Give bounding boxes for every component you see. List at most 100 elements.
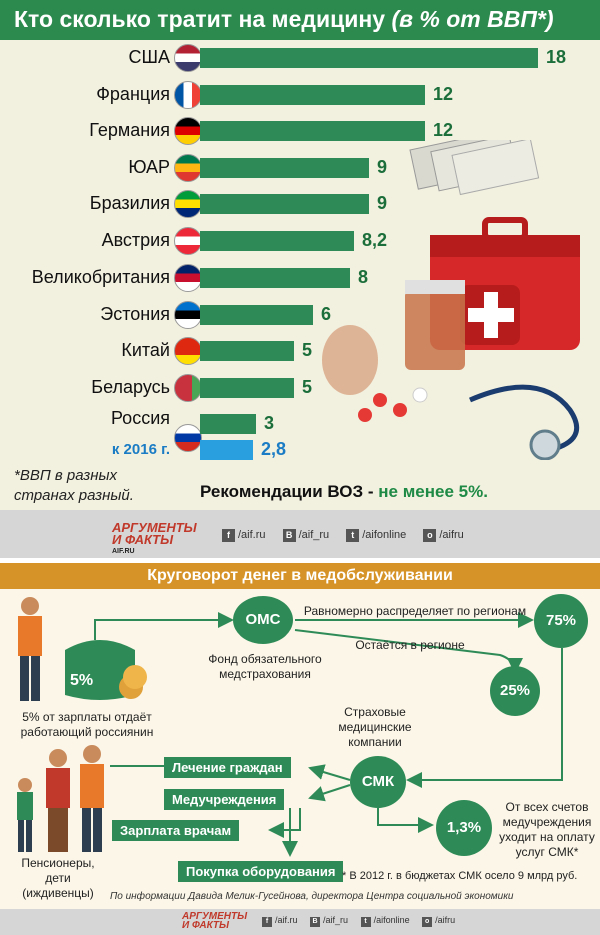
country-label: Германия (89, 120, 170, 140)
country-label: Россия (110, 408, 170, 428)
note-line-1: *ВВП в разных (14, 467, 118, 484)
salaries-box: Зарплата врачам (112, 820, 240, 841)
worker-text: 5% от зарплаты отдаёт работающий россиян… (20, 710, 154, 739)
who-prefix: Рекомендации ВОЗ - (200, 482, 379, 501)
family-figures-icon (17, 745, 104, 852)
gdp-note: *ВВП в разных странах разный. (14, 466, 134, 506)
country-label: к 2016 г. (111, 441, 170, 458)
social-ok-label: /aifru (439, 529, 464, 541)
germany-flag-icon (174, 117, 202, 145)
country-label: Франция (96, 84, 170, 104)
section-title: Круговорот денег в медобслуживании (0, 563, 600, 589)
social-bottom-facebook[interactable]: f/aif.ru (262, 915, 298, 927)
bar-value-label: 5 (302, 340, 313, 360)
social-bottom-ok[interactable]: о/aifru (422, 915, 456, 927)
social-facebook-label: /aif.ru (238, 529, 266, 541)
bar (200, 341, 294, 361)
bar-value-label: 3 (264, 413, 275, 433)
circle-75: 75% (534, 594, 588, 648)
who-value: не менее 5%. (378, 482, 488, 501)
pct-13-text: От всех счетов медучреждения уходит на о… (499, 800, 595, 859)
medical-kit-illustration (322, 140, 580, 460)
twitter-icon: t (346, 529, 360, 542)
logo-bottom-line-2: И ФАКТЫ (182, 920, 229, 931)
treatment-box: Лечение граждан (164, 757, 291, 778)
country-label: Бразилия (89, 193, 170, 213)
bar-value-label: 2,8 (261, 439, 287, 459)
vk-icon: В (282, 529, 296, 542)
country-label: Великобритания (31, 267, 170, 287)
country-label: Китай (121, 340, 170, 360)
wallet-percent: 5% (70, 672, 94, 689)
social-ok[interactable]: о/aifru (423, 529, 464, 542)
country-label: США (128, 47, 170, 67)
austria-flag-icon (174, 227, 202, 255)
ok-icon: о (422, 917, 433, 927)
country-label: Беларусь (91, 377, 170, 397)
title-text: Кто сколько тратит на медицину (14, 6, 386, 32)
south-africa-flag-icon (174, 154, 202, 182)
us-flag-icon (174, 44, 202, 72)
social-links: f/aif.ru В/aif_ru t/aifonline о/aifru (222, 529, 464, 542)
vk-icon: В (310, 917, 321, 927)
source-text: По информации Давида Мелик-Гусейнова, ди… (110, 891, 514, 902)
equipment-box: Покупка оборудования (178, 861, 344, 882)
social-bottom-twitter-label: /aifonline (373, 915, 410, 925)
social-links-bottom: f/aif.ru В/aif_ru t/aifonline о/aifru (262, 915, 455, 927)
country-label: Австрия (101, 230, 170, 250)
bar (200, 305, 313, 325)
france-flag-icon (174, 81, 202, 109)
bar (200, 378, 294, 398)
social-twitter[interactable]: t/aifonline (346, 529, 407, 542)
social-bottom-facebook-label: /aif.ru (275, 915, 298, 925)
social-twitter-label: /aifonline (362, 529, 407, 541)
country-label: ЮАР (128, 157, 170, 177)
social-vk[interactable]: В/aif_ru (282, 529, 330, 542)
bar (200, 231, 354, 251)
logo-bottom-line-1: АРГУМЕНТЫ (182, 911, 248, 922)
twitter-icon: t (360, 917, 371, 927)
edge-mid-label: Остаётся в регионе (355, 638, 465, 652)
social-bottom-vk[interactable]: В/aif_ru (310, 915, 349, 927)
oms-label: Фонд обязательного медстрахования (208, 652, 322, 681)
footer-bar-bottom (0, 909, 600, 935)
social-facebook[interactable]: f/aif.ru (222, 529, 266, 542)
page-title: Кто сколько тратит на медицину (в % от В… (0, 0, 600, 40)
bar (200, 48, 538, 68)
circle-1-3: 1,3% (436, 800, 492, 856)
logo-site: AIF.RU (112, 548, 135, 555)
bar-value-label: 8 (358, 267, 369, 287)
facebook-icon: f (262, 917, 272, 927)
worker-figure-icon (18, 597, 42, 701)
ok-icon: о (423, 529, 437, 542)
bar-value-label: 5 (302, 377, 313, 397)
circle-25: 25% (490, 666, 540, 716)
estonia-flag-icon (174, 301, 202, 329)
social-vk-label: /aif_ru (298, 529, 330, 541)
social-bottom-vk-label: /aif_ru (323, 915, 349, 925)
logo-line-2: И ФАКТЫ (112, 532, 174, 547)
china-flag-icon (174, 337, 202, 365)
who-recommendation: Рекомендации ВОЗ - не менее 5%. (200, 482, 488, 502)
oms-circle: ОМС (233, 596, 293, 644)
bar-value-label: 8,2 (362, 230, 388, 250)
insurer-label: Страховые медицинские компании (338, 705, 412, 749)
social-bottom-ok-label: /aifru (435, 915, 456, 925)
dependents-text: Пенсионеры, дети (иждивенцы) (21, 856, 95, 900)
logo-line-1: АРГУМЕНТЫ (112, 520, 197, 535)
bar (200, 194, 369, 214)
bar-value-label: 9 (377, 193, 388, 213)
title-paren: (в % от ВВП*) (391, 6, 554, 32)
social-bottom-twitter[interactable]: t/aifonline (360, 915, 410, 927)
footer-bar (0, 510, 600, 558)
bar (200, 268, 350, 288)
bar (200, 121, 425, 141)
russia-flag-icon (174, 424, 202, 452)
aif-logo: АРГУМЕНТЫ И ФАКТЫ AIF.RU (112, 520, 197, 558)
bar (200, 85, 425, 105)
bar (200, 440, 253, 460)
wallet-icon (65, 640, 147, 700)
bar-value-label: 12 (433, 84, 454, 104)
facebook-icon: f (222, 529, 235, 542)
belarus-flag-icon (174, 374, 202, 402)
